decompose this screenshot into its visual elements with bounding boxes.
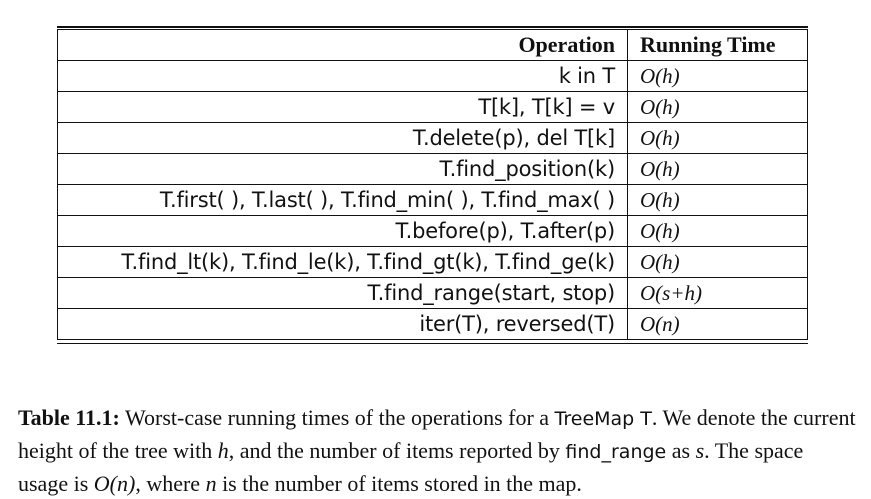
table-row: k in T O(h) — [57, 60, 808, 92]
caption-space-usage: O(n) — [93, 471, 136, 496]
running-time-cell: O(h) — [627, 122, 808, 154]
running-time-cell: O(n) — [627, 308, 808, 340]
running-time-table: Operation Running Time k in T O(h) T[k],… — [57, 26, 808, 344]
caption-text: as — [666, 438, 696, 463]
running-time-cell: O(h) — [627, 91, 808, 123]
table-row: T.first( ), T.last( ), T.find_min( ), T.… — [57, 184, 808, 216]
table-header-row: Operation Running Time — [57, 29, 808, 61]
table-row: iter(T), reversed(T) O(n) — [57, 308, 808, 340]
operation-cell: T[k], T[k] = v — [57, 91, 628, 123]
running-time-cell: O(h) — [627, 246, 808, 278]
table-bottom-rule — [57, 343, 808, 344]
operation-cell: T.find_position(k) — [57, 153, 628, 185]
table-row: T.delete(p), del T[k] O(h) — [57, 122, 808, 154]
header-running-time: Running Time — [627, 29, 808, 61]
table-top-rule — [57, 26, 808, 28]
table-row: T.find_lt(k), T.find_le(k), T.find_gt(k)… — [57, 246, 808, 278]
operations-table: Operation Running Time k in T O(h) T[k],… — [57, 29, 808, 340]
operation-cell: k in T — [57, 60, 628, 92]
caption-label: Table 11.1: — [18, 405, 120, 430]
table-row: T[k], T[k] = v O(h) — [57, 91, 808, 123]
running-time-cell: O(h) — [627, 60, 808, 92]
caption-text: Worst-case running times of the operatio… — [119, 405, 555, 430]
header-operation: Operation — [57, 29, 628, 61]
running-time-cell: O(h) — [627, 153, 808, 185]
operation-cell: T.before(p), T.after(p) — [57, 215, 628, 247]
caption-text: , and the number of items reported by — [228, 438, 566, 463]
running-time-cell: O(s+h) — [627, 277, 808, 309]
table-row: T.find_range(start, stop) O(s+h) — [57, 277, 808, 309]
caption-text: is the number of items stored in the map… — [216, 471, 582, 496]
caption-find-range: find_range — [565, 441, 667, 463]
running-time-cell: O(h) — [627, 184, 808, 216]
table-row: T.find_position(k) O(h) — [57, 153, 808, 185]
operation-cell: T.find_range(start, stop) — [57, 277, 628, 309]
operation-cell: iter(T), reversed(T) — [57, 308, 628, 340]
caption-text: . We denote the current height of the tr… — [18, 405, 856, 463]
operation-cell: T.first( ), T.last( ), T.find_min( ), T.… — [57, 184, 628, 216]
operation-cell: T.delete(p), del T[k] — [57, 122, 628, 154]
caption-var-n: n — [205, 471, 217, 496]
table-row: T.before(p), T.after(p) O(h) — [57, 215, 808, 247]
caption-var-s: s — [695, 438, 705, 463]
caption-var-h: h — [217, 438, 229, 463]
caption-text: , where — [135, 471, 206, 496]
table-caption: Table 11.1: Worst-case running times of … — [18, 402, 858, 499]
operation-cell: T.find_lt(k), T.find_le(k), T.find_gt(k)… — [57, 246, 628, 278]
running-time-cell: O(h) — [627, 215, 808, 247]
caption-treemap: TreeMap T — [554, 408, 652, 430]
